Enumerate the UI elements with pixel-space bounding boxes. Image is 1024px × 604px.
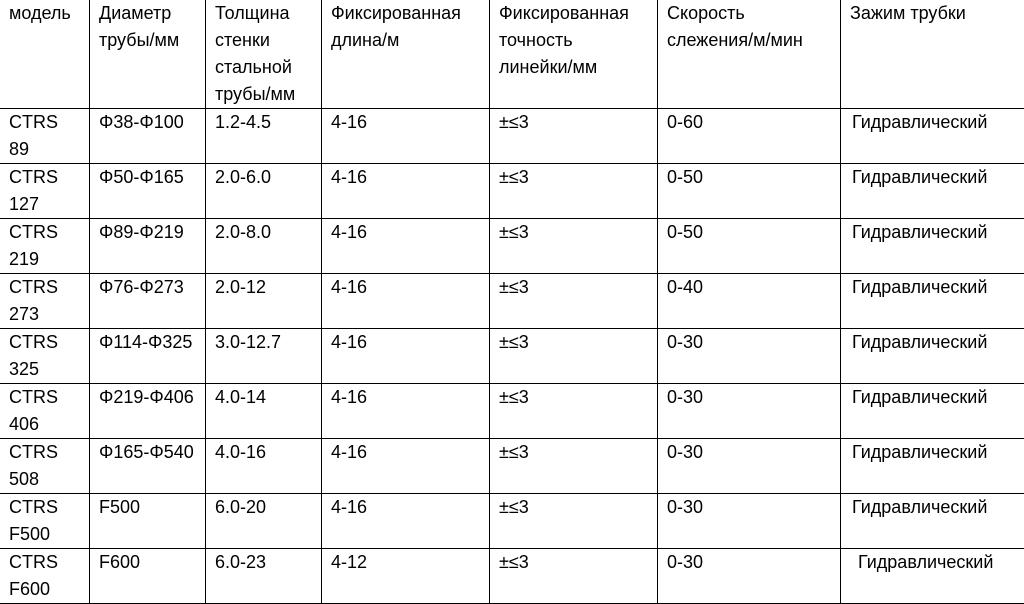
cell-wall-thickness: 2.0-12 (206, 274, 322, 329)
cell-ruler-accuracy: ±≤3 (490, 274, 658, 329)
cell-pipe-diameter: F500 (90, 494, 206, 549)
cell-pipe-clamp: Гидравлический (841, 384, 1024, 439)
cell-pipe-clamp: Гидравлический (841, 109, 1024, 164)
cell-ruler-accuracy: ±≤3 (490, 494, 658, 549)
cell-fixed-length: 4-16 (322, 219, 490, 274)
cell-pipe-diameter: F600 (90, 549, 206, 604)
cell-model: CTRS 325 (0, 329, 90, 384)
cell-wall-thickness: 6.0-20 (206, 494, 322, 549)
cell-pipe-clamp: Гидравлический (841, 164, 1024, 219)
cell-wall-thickness: 4.0-14 (206, 384, 322, 439)
cell-tracking-speed: 0-60 (658, 109, 841, 164)
cell-pipe-clamp: Гидравлический (841, 439, 1024, 494)
cell-pipe-clamp: Гидравлический (841, 494, 1024, 549)
cell-fixed-length: 4-16 (322, 494, 490, 549)
cell-model: CTRS 127 (0, 164, 90, 219)
cell-model: CTRS 89 (0, 109, 90, 164)
header-model: модель (0, 0, 90, 109)
cell-fixed-length: 4-16 (322, 384, 490, 439)
cell-pipe-diameter: Φ219-Φ406 (90, 384, 206, 439)
cell-tracking-speed: 0-50 (658, 164, 841, 219)
cell-ruler-accuracy: ±≤3 (490, 329, 658, 384)
cell-pipe-diameter: Φ89-Φ219 (90, 219, 206, 274)
cell-wall-thickness: 2.0-8.0 (206, 219, 322, 274)
cell-tracking-speed: 0-30 (658, 384, 841, 439)
header-ruler-accuracy: Фиксированная точность линейки/мм (490, 0, 658, 109)
cell-wall-thickness: 4.0-16 (206, 439, 322, 494)
cell-tracking-speed: 0-40 (658, 274, 841, 329)
header-pipe-clamp: Зажим трубки (841, 0, 1024, 109)
cell-tracking-speed: 0-30 (658, 494, 841, 549)
cell-tracking-speed: 0-30 (658, 439, 841, 494)
cell-wall-thickness: 2.0-6.0 (206, 164, 322, 219)
cell-pipe-clamp: Гидравлический (841, 549, 1024, 604)
cell-wall-thickness: 3.0-12.7 (206, 329, 322, 384)
cell-fixed-length: 4-16 (322, 109, 490, 164)
cell-pipe-clamp: Гидравлический (841, 329, 1024, 384)
cell-fixed-length: 4-12 (322, 549, 490, 604)
cell-ruler-accuracy: ±≤3 (490, 439, 658, 494)
cell-pipe-diameter: Φ165-Φ540 (90, 439, 206, 494)
cell-tracking-speed: 0-30 (658, 329, 841, 384)
cell-pipe-diameter: Φ50-Φ165 (90, 164, 206, 219)
cell-model: CTRS 406 (0, 384, 90, 439)
cell-fixed-length: 4-16 (322, 164, 490, 219)
cell-ruler-accuracy: ±≤3 (490, 109, 658, 164)
header-wall-thickness: Толщина стенки стальной трубы/мм (206, 0, 322, 109)
cell-fixed-length: 4-16 (322, 439, 490, 494)
cell-pipe-clamp: Гидравлический (841, 274, 1024, 329)
cell-fixed-length: 4-16 (322, 329, 490, 384)
cell-pipe-clamp: Гидравлический (841, 219, 1024, 274)
cell-wall-thickness: 6.0-23 (206, 549, 322, 604)
cell-tracking-speed: 0-50 (658, 219, 841, 274)
cell-ruler-accuracy: ±≤3 (490, 164, 658, 219)
header-pipe-diameter: Диаметр трубы/мм (90, 0, 206, 109)
cell-model: CTRS 273 (0, 274, 90, 329)
cell-model: CTRS F500 (0, 494, 90, 549)
header-row: модель Диаметр трубы/мм Толщина стенки с… (0, 0, 1024, 109)
cell-wall-thickness: 1.2-4.5 (206, 109, 322, 164)
cell-model: CTRS 508 (0, 439, 90, 494)
cell-pipe-diameter: Φ114-Φ325 (90, 329, 206, 384)
cell-model: CTRS 219 (0, 219, 90, 274)
header-fixed-length: Фиксированная длина/м (322, 0, 490, 109)
cell-ruler-accuracy: ±≤3 (490, 219, 658, 274)
header-tracking-speed: Скорость слежения/м/мин (658, 0, 841, 109)
cell-ruler-accuracy: ±≤3 (490, 549, 658, 604)
cell-tracking-speed: 0-30 (658, 549, 841, 604)
cell-model: CTRS F600 (0, 549, 90, 604)
cell-pipe-diameter: Φ38-Φ100 (90, 109, 206, 164)
cell-pipe-diameter: Φ76-Φ273 (90, 274, 206, 329)
cell-ruler-accuracy: ±≤3 (490, 384, 658, 439)
cell-fixed-length: 4-16 (322, 274, 490, 329)
